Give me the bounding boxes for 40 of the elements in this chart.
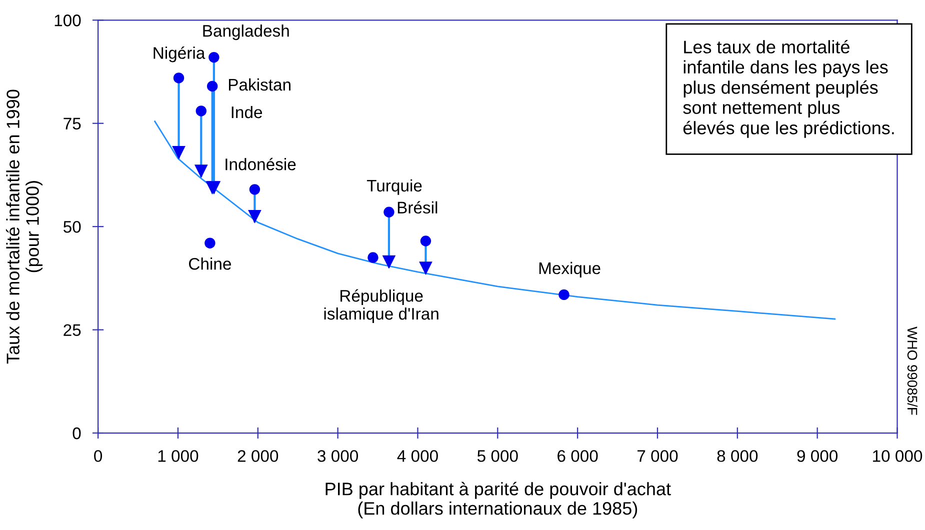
text: WHO 99085/F bbox=[907, 326, 918, 415]
x-tick-label: 7 000 bbox=[637, 450, 678, 462]
annotation: Turquie bbox=[366, 179, 422, 195]
y-tick-label: 50 bbox=[64, 220, 81, 233]
annotation: Indonésie bbox=[226, 158, 296, 170]
y-tick-label: 75 bbox=[64, 118, 81, 130]
y-tick-label: 100 bbox=[54, 14, 81, 26]
annotation: Chine bbox=[189, 258, 231, 270]
point bbox=[204, 238, 216, 248]
y-axis-title: Taux de mortalité infantile en 1990 (pour 1000) bbox=[6, 90, 42, 364]
point bbox=[384, 206, 394, 218]
point bbox=[208, 52, 220, 63]
x-tick-label: 10 000 bbox=[873, 450, 922, 462]
x-axis-title: PIB par habitant à parité de pouvoir d'achat (En dollars internationaux de 1985) bbox=[326, 482, 671, 518]
x-tick-label: 1 000 bbox=[158, 450, 198, 462]
point bbox=[173, 72, 184, 84]
annotation: Mexique bbox=[539, 262, 600, 278]
annotation: Brésil bbox=[398, 201, 438, 214]
x-tick-label: 8 000 bbox=[717, 450, 758, 462]
x-tick-label: 5 000 bbox=[477, 450, 518, 462]
point bbox=[420, 236, 432, 246]
x-tick-label: 9 000 bbox=[797, 450, 838, 462]
annotation: Bangladesh bbox=[203, 24, 289, 40]
x-tick-label: 4 000 bbox=[397, 450, 438, 462]
point bbox=[558, 289, 570, 300]
point bbox=[249, 184, 260, 195]
point bbox=[206, 80, 218, 92]
x-tick-label: 2 000 bbox=[238, 450, 278, 462]
annotation: Inde bbox=[232, 106, 262, 118]
x-tick-label: 6 000 bbox=[558, 450, 598, 462]
point bbox=[196, 106, 206, 116]
annotation: Pakistan bbox=[228, 78, 290, 91]
y-tick-label: 25 bbox=[64, 324, 81, 336]
x-tick-label: 0 bbox=[94, 450, 102, 462]
annotation: République islamique d'Iran bbox=[324, 289, 438, 323]
point bbox=[368, 252, 378, 263]
annotation: Les taux de mortalité infantile dans les pays les plus densément peuplés sont nettement plus élevés que les prédictions. bbox=[683, 40, 894, 138]
x-tick-label: 3 000 bbox=[318, 450, 358, 462]
y-tick-label: 0 bbox=[72, 427, 81, 440]
annotation: Nigéria bbox=[154, 46, 206, 62]
